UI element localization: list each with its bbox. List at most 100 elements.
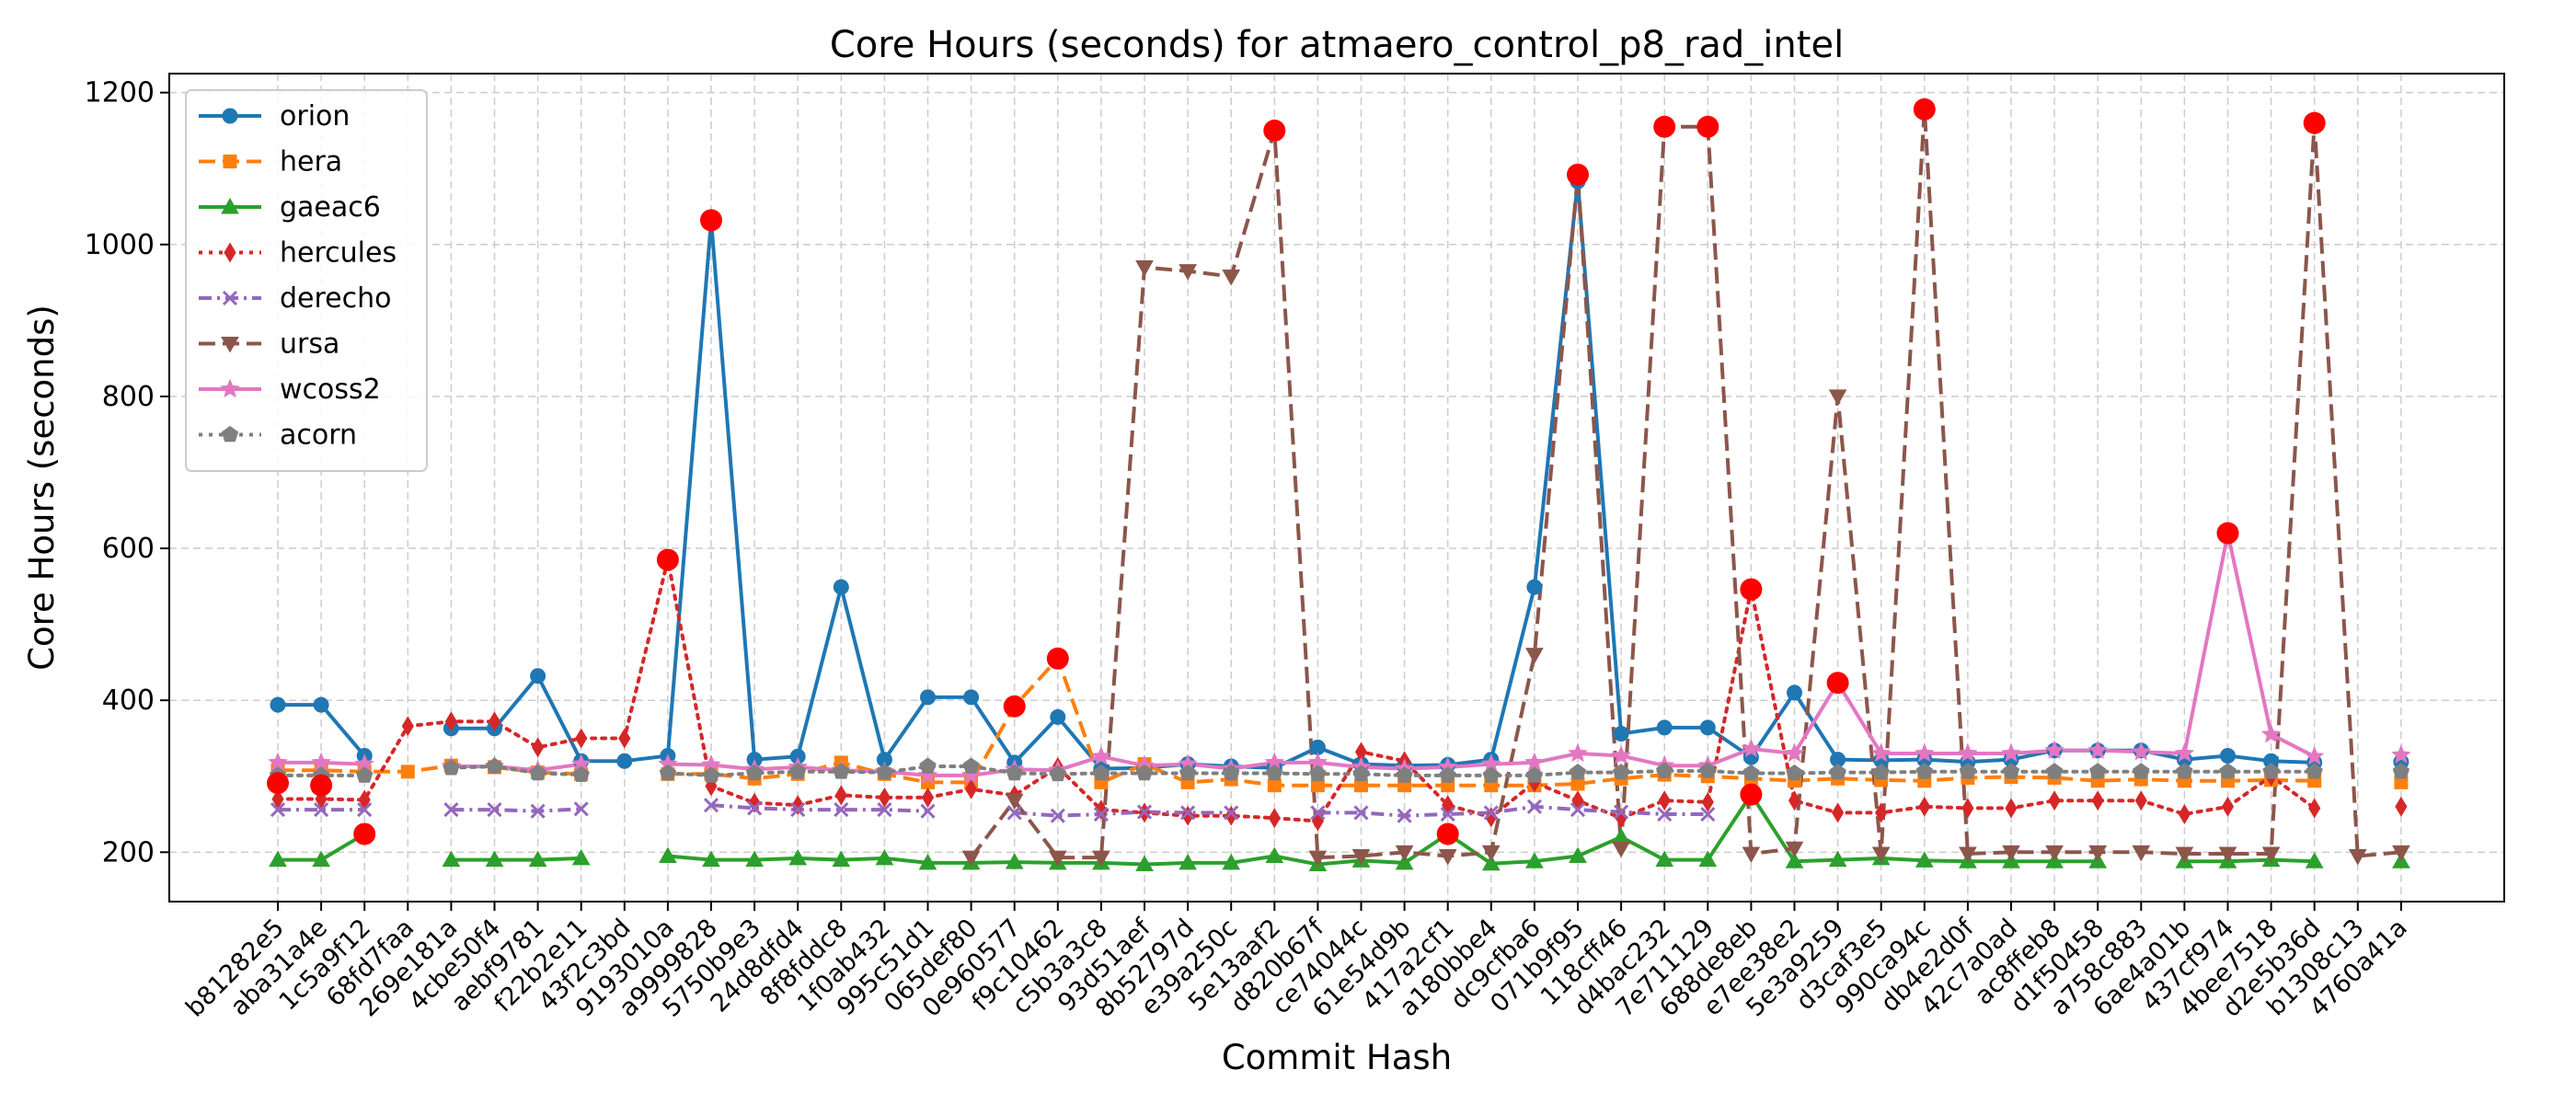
data-point-acorn (1959, 763, 1977, 779)
legend-label-acorn: acorn (280, 420, 357, 452)
data-point-derecho (573, 801, 589, 817)
data-point-acorn (919, 757, 937, 774)
data-point-wcoss2 (1611, 745, 1631, 765)
data-point-acorn (1223, 764, 1240, 781)
data-point-gaeac6 (1828, 850, 1847, 868)
data-point-wcoss2 (2131, 741, 2152, 761)
data-point-acorn (443, 759, 460, 776)
data-point-wcoss2 (960, 765, 982, 785)
y-tick-label: 600 (102, 533, 155, 565)
data-point-derecho (1657, 806, 1673, 822)
highlight-point (1046, 647, 1069, 670)
data-point-gaeac6 (528, 850, 547, 868)
data-point-wcoss2 (1568, 742, 1588, 763)
legend-label-ursa: ursa (280, 328, 339, 361)
data-point-derecho (357, 802, 373, 818)
data-point-acorn (2392, 763, 2410, 779)
highlight-point (310, 774, 333, 797)
data-point-gaeac6 (1481, 854, 1501, 871)
highlight-point (1740, 578, 1763, 601)
legend: orion hera gaeac6 hercules derecho ursa wcoss2… (185, 89, 428, 472)
highlight-point (1913, 98, 1936, 121)
data-point-acorn (2306, 763, 2323, 779)
data-point-hercules (1095, 799, 1108, 821)
data-point-gaeac6 (918, 853, 937, 870)
data-point-hercules (2005, 798, 2018, 819)
data-point-ursa (1481, 845, 1501, 862)
data-point-derecho (1440, 806, 1455, 822)
plot-frame (168, 73, 2505, 903)
data-point-gaeac6 (1222, 853, 1241, 870)
y-axis-label: Core Hours (seconds) (22, 305, 62, 671)
data-point-acorn (1309, 765, 1327, 782)
data-point-acorn (1482, 766, 1500, 783)
data-point-acorn (2089, 763, 2107, 779)
data-point-wcoss2 (2174, 742, 2195, 763)
series-line-derecho (278, 803, 1708, 818)
data-point-acorn (1612, 763, 1630, 780)
data-point-orion (920, 689, 936, 706)
data-point-hercules (2091, 790, 2104, 811)
data-point-ursa (2348, 848, 2367, 866)
data-point-wcoss2 (2087, 740, 2108, 759)
data-point-orion (616, 753, 633, 769)
data-point-ursa (1308, 850, 1328, 868)
legend-label-gaeac6: gaeac6 (280, 191, 381, 224)
y-tick-label: 1200 (85, 77, 155, 109)
data-point-orion (963, 689, 980, 706)
data-point-acorn (2176, 763, 2193, 779)
data-point-derecho (1526, 799, 1542, 814)
data-point-gaeac6 (312, 850, 330, 868)
data-point-ursa (1959, 846, 1977, 864)
data-point-ursa (1828, 389, 1847, 406)
highlight-point (1653, 115, 1676, 138)
data-point-ursa (2261, 846, 2281, 864)
legend-marker-hera (223, 155, 237, 168)
data-point-acorn (529, 764, 546, 781)
data-point-derecho (877, 802, 892, 818)
data-point-hercules (532, 737, 545, 758)
y-tick-label: 400 (102, 684, 155, 717)
data-point-acorn (789, 763, 807, 779)
data-point-ursa (1525, 648, 1544, 664)
legend-label-wcoss2: wcoss2 (280, 374, 381, 406)
data-point-wcoss2 (2304, 745, 2325, 765)
data-point-orion (1787, 684, 1802, 701)
data-point-wcoss2 (1784, 742, 1805, 763)
legend-label-hercules: hercules (280, 237, 397, 270)
data-point-ursa (1871, 846, 1891, 864)
data-point-derecho (834, 802, 849, 818)
data-point-hera (400, 765, 415, 779)
data-point-hercules (1832, 802, 1845, 823)
data-point-acorn (2133, 763, 2150, 779)
data-point-ursa (1048, 850, 1067, 868)
data-point-gaeac6 (1005, 853, 1024, 869)
data-point-acorn (1786, 764, 1803, 781)
data-point-derecho (270, 802, 286, 818)
legend-marker-gaeac6 (221, 197, 239, 214)
data-point-ursa (1135, 260, 1154, 277)
data-point-hera (1267, 778, 1282, 793)
data-point-wcoss2 (2391, 744, 2411, 764)
data-point-wcoss2 (1741, 738, 1762, 758)
y-tick-label: 800 (102, 381, 155, 413)
data-point-derecho (1397, 808, 1412, 823)
data-point-orion (1699, 719, 1716, 736)
data-point-ursa (1785, 841, 1804, 858)
data-point-orion (833, 579, 849, 595)
highlight-point (267, 772, 289, 795)
data-point-acorn (1656, 762, 1673, 778)
y-axis-ticks: 200 400 600 800 1000 1200 (85, 77, 169, 868)
data-point-wcoss2 (1958, 742, 1978, 763)
data-point-gaeac6 (875, 848, 894, 866)
data-point-gaeac6 (269, 850, 287, 868)
data-point-hercules (1485, 807, 1498, 828)
data-point-acorn (1396, 766, 1413, 783)
legend-marker-orion (222, 108, 238, 124)
data-point-wcoss2 (2044, 740, 2064, 759)
data-point-acorn (962, 757, 980, 774)
data-point-acorn (486, 757, 503, 774)
data-point-hercules (1961, 798, 1974, 819)
